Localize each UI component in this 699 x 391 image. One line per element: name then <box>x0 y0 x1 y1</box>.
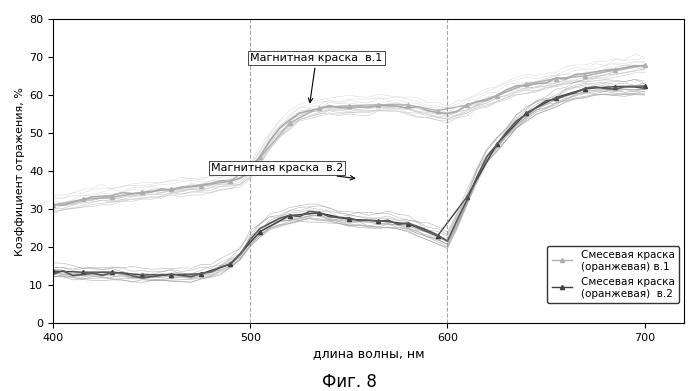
Смесевая краска
(оранжевая)  в.2 <box>433 233 442 238</box>
Line: Смесевая краска
(оранжевая)  в.2: Смесевая краска (оранжевая) в.2 <box>51 84 647 277</box>
Смесевая краска
(оранжевая) в.1 <box>611 68 619 72</box>
Смесевая краска
(оранжевая) в.1 <box>433 108 442 113</box>
Смесевая краска
(оранжевая) в.1 <box>108 195 116 200</box>
Смесевая краска
(оранжевая) в.1 <box>345 104 353 108</box>
Смесевая краска
(оранжевая) в.1 <box>256 155 264 160</box>
Смесевая краска
(оранжевая)  в.2 <box>315 211 324 215</box>
Смесевая краска
(оранжевая) в.1 <box>196 183 205 188</box>
Смесевая краска
(оранжевая)  в.2 <box>463 194 471 199</box>
Смесевая краска
(оранжевая)  в.2 <box>285 213 294 218</box>
Text: Магнитная краска  в.1: Магнитная краска в.1 <box>250 53 382 102</box>
Смесевая краска
(оранжевая)  в.2 <box>78 270 87 274</box>
Смесевая краска
(оранжевая)  в.2 <box>196 271 205 276</box>
Смесевая краска
(оранжевая) в.1 <box>49 203 57 208</box>
Text: Магнитная краска  в.2: Магнитная краска в.2 <box>211 163 354 180</box>
Смесевая краска
(оранжевая) в.1 <box>463 102 471 107</box>
Смесевая краска
(оранжевая) в.1 <box>167 187 175 192</box>
Смесевая краска
(оранжевая) в.1 <box>285 120 294 125</box>
Смесевая краска
(оранжевая) в.1 <box>374 102 382 107</box>
X-axis label: длина волны, нм: длина волны, нм <box>312 347 424 361</box>
Смесевая краска
(оранжевая)  в.2 <box>256 229 264 234</box>
Смесевая краска
(оранжевая) в.1 <box>138 190 146 195</box>
Смесевая краска
(оранжевая)  в.2 <box>167 273 175 277</box>
Legend: Смесевая краска
(оранжевая) в.1, Смесевая краска
(оранжевая)  в.2: Смесевая краска (оранжевая) в.1, Смесева… <box>547 246 679 303</box>
Смесевая краска
(оранжевая)  в.2 <box>404 221 412 226</box>
Смесевая краска
(оранжевая)  в.2 <box>552 95 560 100</box>
Смесевая краска
(оранжевая)  в.2 <box>493 142 501 147</box>
Смесевая краска
(оранжевая) в.1 <box>522 82 531 86</box>
Смесевая краска
(оранжевая) в.1 <box>552 76 560 81</box>
Смесевая краска
(оранжевая)  в.2 <box>522 111 531 115</box>
Смесевая краска
(оранжевая)  в.2 <box>581 86 589 91</box>
Смесевая краска
(оранжевая)  в.2 <box>345 217 353 222</box>
Line: Смесевая краска
(оранжевая) в.1: Смесевая краска (оранжевая) в.1 <box>51 63 647 207</box>
Смесевая краска
(оранжевая)  в.2 <box>138 273 146 277</box>
Смесевая краска
(оранжевая)  в.2 <box>611 84 619 89</box>
Смесевая краска
(оранжевая) в.1 <box>226 179 235 184</box>
Y-axis label: Коэффициент отражения, %: Коэффициент отражения, % <box>15 87 25 256</box>
Смесевая краска
(оранжевая) в.1 <box>404 102 412 107</box>
Смесевая краска
(оранжевая)  в.2 <box>108 270 116 274</box>
Text: Фиг. 8: Фиг. 8 <box>322 373 377 391</box>
Смесевая краска
(оранжевая) в.1 <box>78 197 87 202</box>
Смесевая краска
(оранжевая) в.1 <box>581 74 589 78</box>
Смесевая краска
(оранжевая)  в.2 <box>374 219 382 223</box>
Смесевая краска
(оранжевая) в.1 <box>493 93 501 98</box>
Смесевая краска
(оранжевая)  в.2 <box>49 269 57 273</box>
Смесевая краска
(оранжевая) в.1 <box>640 63 649 68</box>
Смесевая краска
(оранжевая)  в.2 <box>640 84 649 88</box>
Смесевая краска
(оранжевая) в.1 <box>315 105 324 110</box>
Смесевая краска
(оранжевая)  в.2 <box>226 262 235 267</box>
